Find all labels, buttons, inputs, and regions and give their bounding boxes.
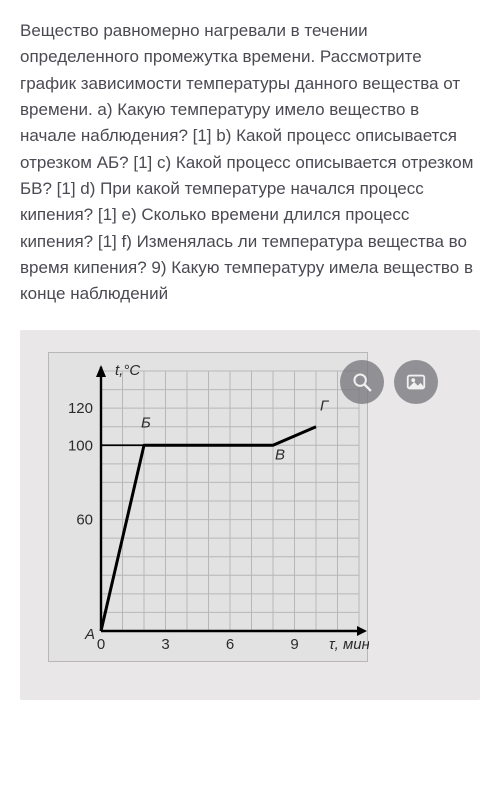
svg-text:А: А <box>84 626 95 643</box>
svg-text:τ, мин: τ, мин <box>329 636 369 653</box>
svg-text:Г: Г <box>320 397 330 414</box>
svg-text:120: 120 <box>68 400 93 417</box>
svg-text:t,°C: t,°C <box>115 362 140 379</box>
svg-text:3: 3 <box>161 636 169 653</box>
chart-area: 60 100 120 0 3 6 9 t,°C τ, мин А Б В Г <box>48 352 368 662</box>
search-icon[interactable] <box>340 360 384 404</box>
question-text: Вещество равномерно нагревали в течении … <box>20 18 480 308</box>
svg-text:60: 60 <box>76 511 93 528</box>
svg-text:Б: Б <box>141 414 151 431</box>
chart-svg: 60 100 120 0 3 6 9 t,°C τ, мин А Б В Г <box>49 353 369 663</box>
image-search-icon[interactable] <box>394 360 438 404</box>
svg-text:9: 9 <box>290 636 298 653</box>
chart-panel: 60 100 120 0 3 6 9 t,°C τ, мин А Б В Г <box>20 330 480 700</box>
svg-text:100: 100 <box>68 437 93 454</box>
overlay-buttons <box>340 360 438 404</box>
svg-text:0: 0 <box>97 636 105 653</box>
svg-text:6: 6 <box>226 636 234 653</box>
svg-text:В: В <box>275 446 285 463</box>
